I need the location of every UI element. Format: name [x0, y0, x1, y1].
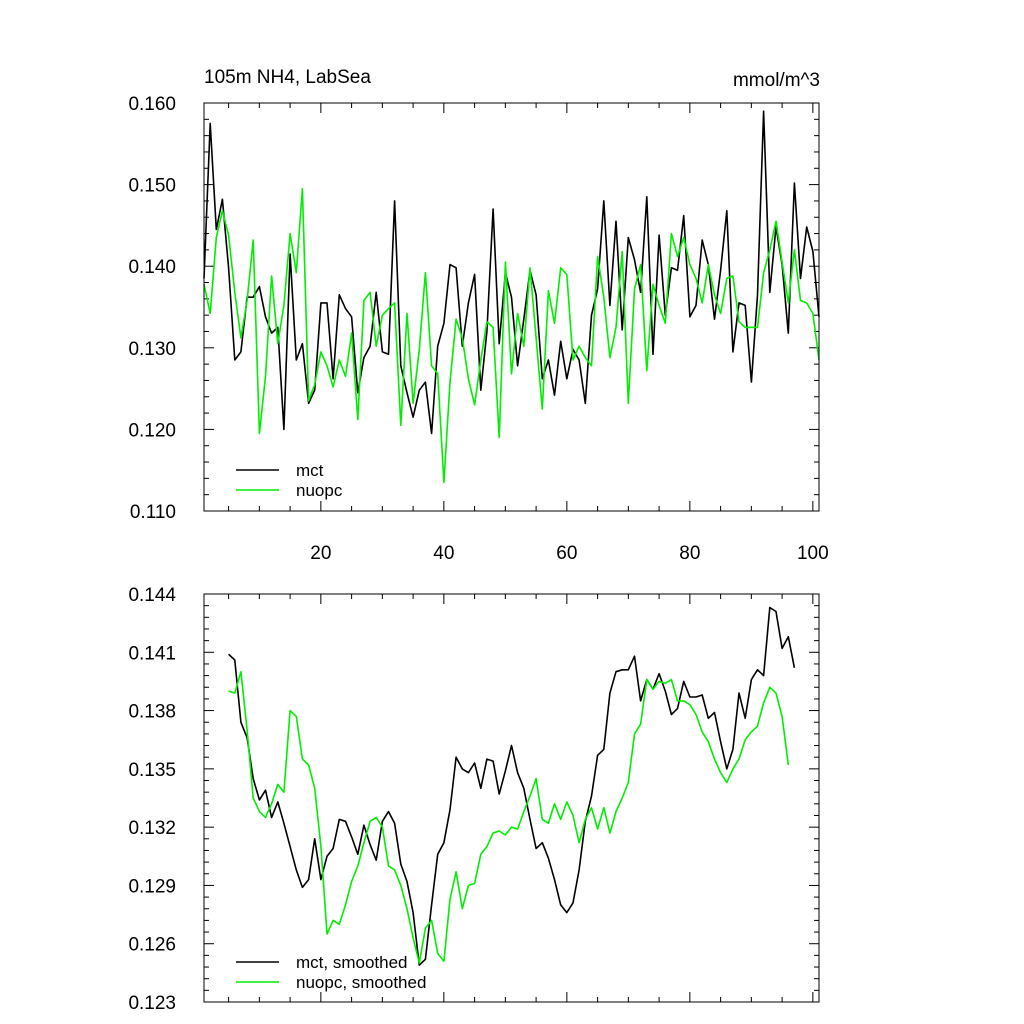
- plot-frame: [203, 593, 820, 1003]
- y-tick-label: 0.123: [128, 993, 176, 1014]
- y-tick-label: 0.135: [128, 760, 176, 781]
- y-tick-label: 0.160: [128, 94, 176, 115]
- x-tick-label: 20: [310, 543, 331, 564]
- y-tick-label: 0.140: [128, 257, 176, 278]
- x-tick-label: 100: [797, 543, 829, 564]
- y-tick-label: 0.120: [128, 420, 176, 441]
- y-tick-label: 0.138: [128, 702, 176, 723]
- x-tick-label: 60: [556, 543, 577, 564]
- bottom-panel: 0.123 0.126 0.129 0.132 0.135 0.138 0.141 0.144…: [128, 585, 820, 1014]
- x-tick-label: 40: [433, 543, 454, 564]
- y-tick-label: 0.129: [128, 876, 176, 897]
- chart-title: 105m NH4, LabSea: [204, 67, 371, 88]
- y-tick-label: 0.110: [130, 502, 176, 523]
- y-tick-label: 0.144: [128, 585, 176, 606]
- plot-frame: [203, 102, 820, 512]
- axis-ticks: 0.123 0.126 0.129 0.132 0.135 0.138 0.141 0.144: [128, 585, 819, 1014]
- series-lines: [228, 606, 796, 966]
- units-label: mmol/m^3: [733, 70, 820, 91]
- legend-label: mct, smoothed: [296, 953, 408, 972]
- series-line-nuopc: [203, 187, 820, 484]
- legend-label: nuopc: [296, 481, 343, 500]
- legend-label: nuopc, smoothed: [296, 973, 426, 992]
- x-tick-label: 80: [679, 543, 700, 564]
- top-panel: 105m NH4, LabSea mmol/m^3 20 40 60 80 100 0.1…: [128, 67, 828, 564]
- series-line-nuopc: [228, 670, 790, 964]
- y-tick-label: 0.126: [128, 935, 176, 956]
- y-tick-label: 0.150: [128, 176, 176, 197]
- axis-ticks: 20 40 60 80 100 0.110 0.120 0.130 0.140 0.150 0.16…: [128, 94, 828, 564]
- series-lines: [203, 110, 820, 484]
- y-tick-label: 0.130: [128, 339, 176, 360]
- y-tick-label: 0.132: [128, 818, 176, 839]
- legend-label: mct: [296, 461, 324, 480]
- y-tick-label: 0.141: [128, 643, 176, 664]
